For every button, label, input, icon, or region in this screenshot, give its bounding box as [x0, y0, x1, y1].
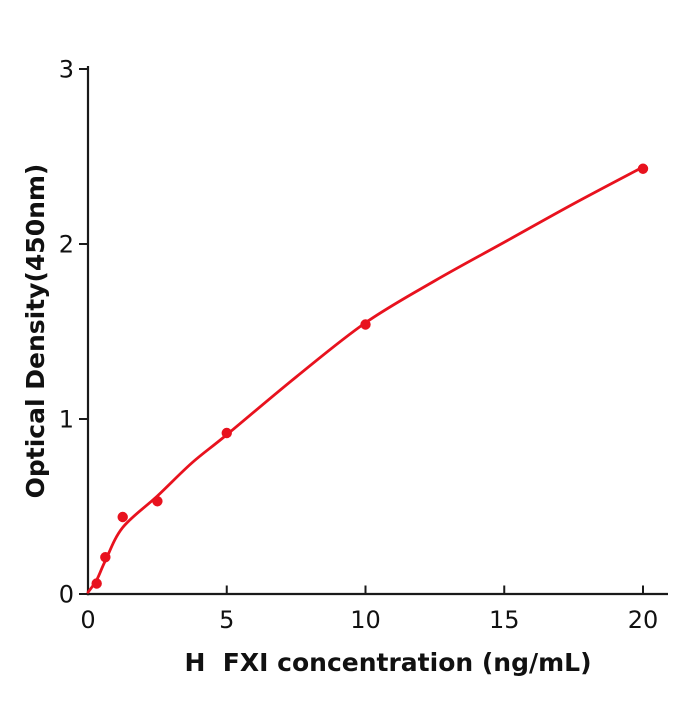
y-tick-label: 1	[59, 406, 74, 434]
y-tick-label: 2	[59, 231, 74, 259]
x-tick-label: 0	[80, 606, 95, 634]
data-point	[360, 319, 371, 330]
data-point	[100, 552, 111, 563]
data-point	[117, 511, 128, 523]
fit-curve	[86, 165, 645, 594]
series-layer	[86, 163, 649, 594]
x-axis-title: H FXI concentration (ng/mL)	[184, 648, 591, 677]
y-tick-label: 0	[59, 581, 74, 609]
x-tick-label: 5	[219, 606, 234, 634]
data-point	[221, 427, 232, 439]
data-point	[152, 496, 163, 507]
x-tick-label: 15	[489, 606, 520, 634]
data-point	[637, 163, 649, 174]
axes-layer: 0 5 10 15 20 0 1 2 3	[59, 56, 668, 634]
x-tick-label: 10	[350, 606, 381, 634]
y-tick-label: 3	[59, 56, 74, 84]
y-axis-title: Optical Density(450nm)	[21, 164, 50, 499]
x-tick-label: 20	[628, 606, 659, 634]
data-point	[91, 578, 102, 589]
